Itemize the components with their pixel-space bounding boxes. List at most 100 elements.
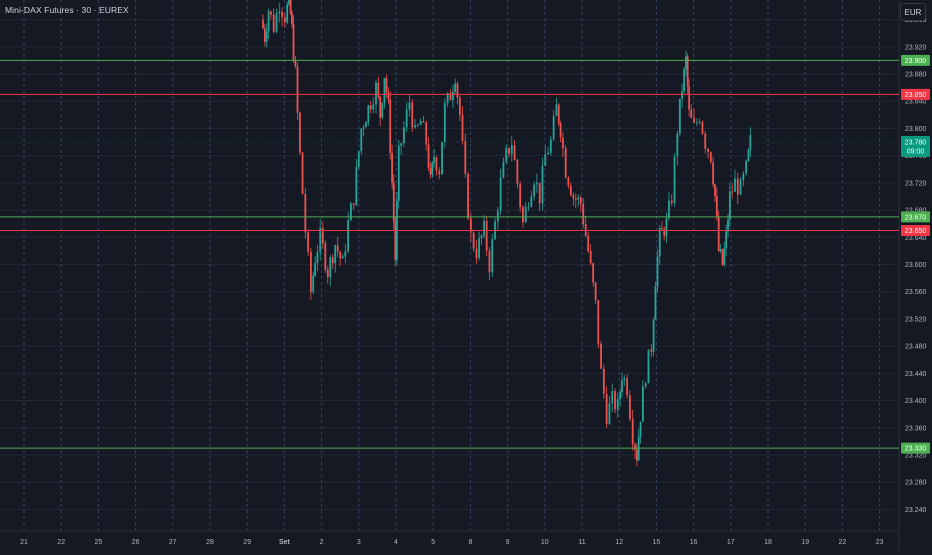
- candle-body: [283, 17, 286, 23]
- candle-body: [375, 82, 377, 105]
- candle-body: [505, 147, 508, 162]
- candle-body: [286, 4, 289, 23]
- level-price-tag: [901, 211, 930, 223]
- level-price-label: 23.850: [905, 92, 927, 99]
- candle-body: [704, 133, 707, 149]
- candle-body: [454, 83, 457, 92]
- candle-body: [522, 207, 524, 223]
- candle-body: [628, 395, 631, 420]
- candle-body: [661, 228, 663, 230]
- candle-body: [683, 68, 686, 92]
- candle-body: [394, 221, 397, 260]
- candle-body: [458, 97, 461, 116]
- level-price-tag: [901, 442, 930, 454]
- candle-body: [400, 143, 403, 146]
- candle-body: [310, 251, 312, 292]
- candle-body: [291, 13, 293, 25]
- candle-body: [456, 83, 459, 98]
- candle-body: [387, 92, 390, 100]
- candle-body: [464, 140, 467, 174]
- level-price-label: 23.330: [905, 446, 927, 453]
- candle-body: [642, 386, 644, 422]
- x-tick-label: 5: [431, 539, 435, 546]
- candle-body: [391, 153, 393, 183]
- y-tick-label: 23.840: [905, 99, 927, 106]
- candle-body: [572, 195, 575, 199]
- candle-body: [341, 256, 344, 259]
- candle-body: [577, 197, 580, 200]
- candle-body: [693, 117, 695, 123]
- candle-body: [739, 179, 742, 195]
- candle-body: [294, 60, 297, 67]
- candle-body: [723, 248, 726, 265]
- candle-body: [619, 392, 622, 400]
- candle-body: [594, 282, 597, 301]
- candle-body: [344, 251, 347, 257]
- y-tick-label: 23.560: [905, 289, 927, 296]
- candle-body: [405, 109, 408, 128]
- candle-body: [589, 250, 592, 264]
- candle-body: [721, 249, 724, 265]
- candle-body: [461, 115, 464, 141]
- candle-body: [483, 221, 485, 236]
- candle-body: [631, 419, 634, 445]
- candle-body: [425, 122, 428, 145]
- x-tick-label: 26: [132, 539, 140, 546]
- candle-body: [709, 152, 712, 163]
- y-tick-label: 23.240: [905, 507, 927, 514]
- x-tick-label: 29: [243, 539, 251, 546]
- x-tick-label: Set: [279, 539, 291, 546]
- candle-body: [480, 235, 483, 239]
- x-tick-label: 27: [169, 539, 177, 546]
- candle-body: [336, 245, 339, 252]
- y-tick-label: 23.440: [905, 371, 927, 378]
- candle-body: [429, 167, 432, 175]
- candle-body: [452, 91, 454, 101]
- candle-body: [524, 206, 527, 223]
- candle-body: [582, 203, 585, 225]
- candle-body: [725, 231, 728, 249]
- candle-body: [719, 249, 722, 251]
- y-tick-label: 23.520: [905, 316, 927, 323]
- candle-body: [547, 152, 549, 155]
- candle-body: [275, 13, 278, 32]
- bar-countdown-label: 09:00: [907, 149, 925, 156]
- y-tick-label: 23.800: [905, 126, 927, 133]
- candle-body: [714, 184, 716, 197]
- candle-body: [278, 11, 281, 14]
- candle-body: [745, 160, 748, 174]
- candle-body: [469, 218, 472, 233]
- candle-body: [608, 403, 611, 425]
- candle-body: [742, 173, 745, 180]
- candle-body: [367, 105, 370, 123]
- candle-body: [339, 251, 342, 259]
- candle-body: [611, 391, 614, 404]
- candle-body: [519, 183, 522, 208]
- candle-body: [695, 122, 698, 124]
- candle-body: [688, 86, 691, 110]
- y-tick-label: 23.600: [905, 262, 927, 269]
- y-tick-label: 23.400: [905, 398, 927, 405]
- candle-body: [592, 263, 595, 283]
- candle-body: [449, 93, 452, 101]
- candle-body: [488, 250, 491, 273]
- candle-body: [728, 191, 731, 220]
- candle-body: [416, 124, 419, 126]
- candle-body: [513, 145, 516, 161]
- candle-body: [446, 93, 449, 104]
- candle-body: [272, 14, 275, 32]
- candle-body: [496, 210, 499, 222]
- candle-body: [644, 383, 647, 387]
- x-tick-label: 2: [320, 539, 324, 546]
- candle-body: [312, 275, 315, 292]
- currency-button[interactable]: EUR: [900, 3, 926, 21]
- level-price-tag: [901, 88, 930, 100]
- candle-body: [663, 229, 666, 236]
- candle-body: [605, 393, 608, 425]
- candle-body: [472, 232, 475, 249]
- level-price-label: 23.650: [905, 228, 927, 235]
- level-price-label: 23.900: [905, 58, 927, 65]
